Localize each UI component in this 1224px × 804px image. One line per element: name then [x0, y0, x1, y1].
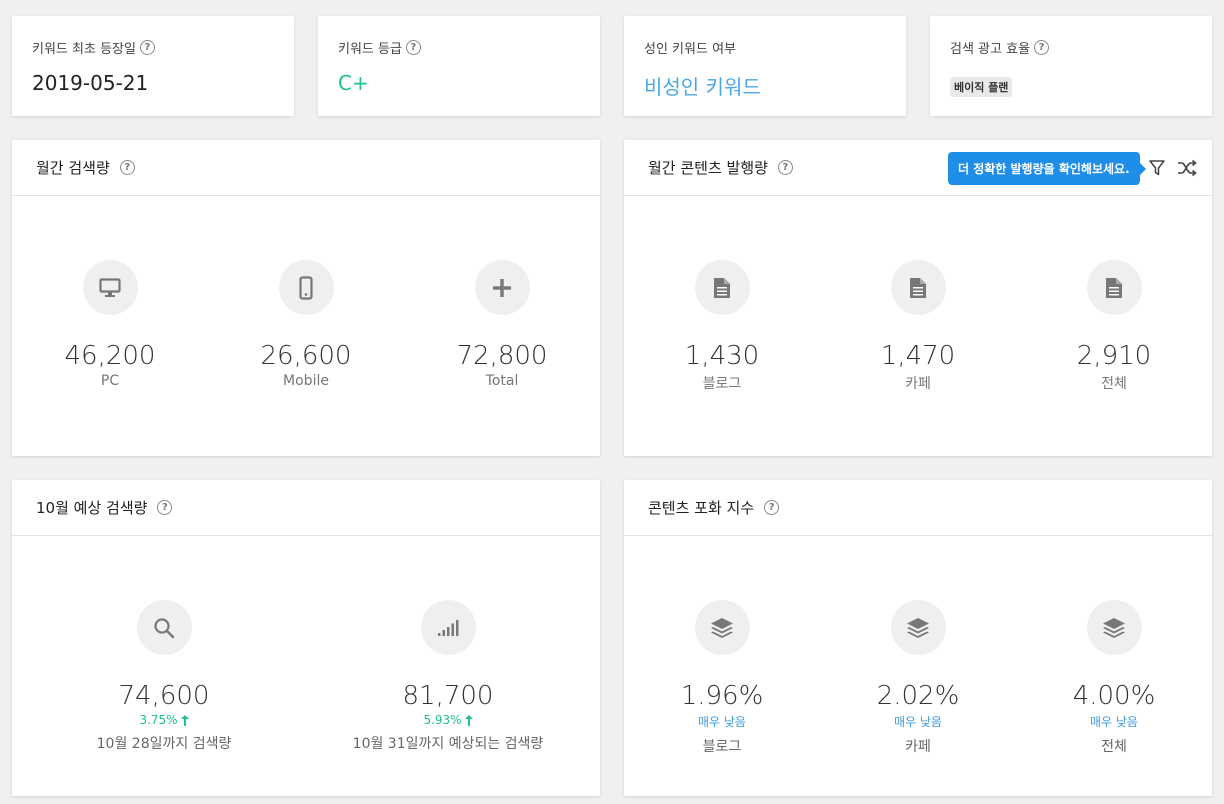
to-date-value: 74,600 [118, 681, 210, 711]
document-icon [694, 260, 750, 315]
total-value: 72,800 [456, 341, 548, 371]
stat-pc: 46,200 PC [20, 260, 200, 389]
search-icon [136, 600, 192, 655]
sat-blog-rating: 매우 낮음 [698, 715, 746, 729]
cafe-label: 카페 [905, 376, 931, 392]
arrow-up-icon [180, 714, 189, 726]
saturation-header: 콘텐츠 포화 지수 ? [624, 480, 1212, 536]
sat-cafe-value: 2.02% [876, 681, 960, 711]
help-icon[interactable]: ? [157, 500, 173, 515]
grade-title: 키워드 등급 [338, 42, 402, 57]
cafe-value: 1,470 [880, 341, 956, 371]
pc-label: PC [100, 373, 120, 389]
stat-to-date: 74,600 3.75% 10월 28일까지 검색량 [34, 600, 294, 753]
adult-title-row: 성인 키워드 여부 [644, 38, 886, 57]
monthly-search-header: 월간 검색량 ? [12, 140, 600, 196]
help-icon[interactable]: ? [119, 160, 135, 175]
shuffle-icon[interactable] [1177, 158, 1197, 178]
forecast-change-value: 5.93% [423, 713, 462, 727]
help-icon[interactable]: ? [777, 160, 793, 175]
ad-efficiency-title-row: 검색 광고 효율 ? [950, 38, 1192, 57]
monitor-icon [82, 260, 138, 315]
first-seen-value: 2019-05-21 [32, 71, 149, 95]
monthly-content-card: 월간 콘텐츠 발행량 ? 더 정확한 발행량을 확인해보세요. 1,430 블로… [624, 140, 1212, 456]
mobile-value: 26,600 [260, 341, 352, 371]
layers-icon [1086, 600, 1142, 655]
all-label: 전체 [1101, 376, 1127, 392]
blog-value: 1,430 [684, 341, 760, 371]
ad-efficiency-card: 검색 광고 효율 ? 베이직 플랜 [930, 16, 1212, 116]
plan-badge: 베이직 플랜 [950, 77, 1013, 97]
mobile-icon [278, 260, 334, 315]
grade-title-row: 키워드 등급 ? [338, 38, 580, 57]
mobile-label: Mobile [283, 373, 329, 389]
grade-card: 키워드 등급 ? C+ [318, 16, 600, 116]
sat-blog-label: 블로그 [702, 739, 742, 755]
adult-title: 성인 키워드 여부 [644, 42, 736, 57]
sat-all-label: 전체 [1101, 739, 1127, 755]
monthly-search-body: 46,200 PC 26,600 Mobile 72,800 Total [12, 196, 600, 389]
sat-cafe-label: 카페 [905, 739, 931, 755]
stat-sat-cafe: 2.02% 매우 낮음 카페 [828, 600, 1008, 756]
first-seen-title: 키워드 최초 등장일 [32, 42, 136, 57]
stat-all: 2,910 전체 [1024, 260, 1204, 393]
predicted-search-body: 74,600 3.75% 10월 28일까지 검색량 81,700 5.93% … [12, 536, 600, 753]
stat-forecast: 81,700 5.93% 10월 31일까지 예상되는 검색량 [318, 600, 578, 753]
stat-blog: 1,430 블로그 [632, 260, 812, 393]
monthly-search-card: 월간 검색량 ? 46,200 PC 26,600 Mobile 72,800 … [12, 140, 600, 456]
to-date-label: 10월 28일까지 검색량 [96, 736, 232, 752]
forecast-change: 5.93% [423, 713, 473, 727]
plus-icon [474, 260, 530, 315]
saturation-body: 1.96% 매우 낮음 블로그 2.02% 매우 낮음 카페 4.00% 매우 … [624, 536, 1212, 756]
sat-blog-value: 1.96% [680, 681, 764, 711]
document-icon [890, 260, 946, 315]
grade-value: C+ [338, 71, 369, 95]
stat-cafe: 1,470 카페 [828, 260, 1008, 393]
help-icon[interactable]: ? [764, 500, 780, 515]
ad-efficiency-title: 검색 광고 효율 [950, 42, 1031, 57]
to-date-change-value: 3.75% [139, 713, 178, 727]
help-icon[interactable]: ? [405, 40, 421, 55]
pc-value: 46,200 [64, 341, 156, 371]
layers-icon [890, 600, 946, 655]
saturation-card: 콘텐츠 포화 지수 ? 1.96% 매우 낮음 블로그 2.02% 매우 낮음 … [624, 480, 1212, 796]
stat-sat-all: 4.00% 매우 낮음 전체 [1024, 600, 1204, 756]
to-date-change: 3.75% [139, 713, 189, 727]
monthly-search-title: 월간 검색량 [36, 159, 110, 177]
document-icon [1086, 260, 1142, 315]
predicted-search-card: 10월 예상 검색량 ? 74,600 3.75% 10월 28일까지 검색량 … [12, 480, 600, 796]
forecast-label: 10월 31일까지 예상되는 검색량 [352, 736, 544, 752]
total-label: Total [485, 373, 519, 389]
signal-icon [420, 600, 476, 655]
blog-label: 블로그 [702, 376, 742, 392]
predicted-search-title: 10월 예상 검색량 [36, 499, 148, 517]
monthly-content-body: 1,430 블로그 1,470 카페 2,910 전체 [624, 196, 1212, 393]
monthly-content-header: 월간 콘텐츠 발행량 ? 더 정확한 발행량을 확인해보세요. [624, 140, 1212, 196]
saturation-title: 콘텐츠 포화 지수 [648, 499, 755, 517]
stat-mobile: 26,600 Mobile [216, 260, 396, 389]
sat-cafe-rating: 매우 낮음 [894, 715, 942, 729]
precision-tooltip: 더 정확한 발행량을 확인해보세요. [948, 152, 1140, 185]
filter-icon[interactable] [1147, 158, 1167, 178]
help-icon[interactable]: ? [1034, 40, 1050, 55]
first-seen-card: 키워드 최초 등장일 ? 2019-05-21 [12, 16, 294, 116]
help-icon[interactable]: ? [139, 40, 155, 55]
sat-all-rating: 매우 낮음 [1090, 715, 1138, 729]
arrow-up-icon [464, 714, 473, 726]
layers-icon [694, 600, 750, 655]
monthly-content-title: 월간 콘텐츠 발행량 [648, 159, 768, 177]
adult-card: 성인 키워드 여부 비성인 키워드 [624, 16, 906, 116]
stat-total: 72,800 Total [412, 260, 592, 389]
stat-sat-blog: 1.96% 매우 낮음 블로그 [632, 600, 812, 756]
predicted-search-header: 10월 예상 검색량 ? [12, 480, 600, 536]
forecast-value: 81,700 [402, 681, 494, 711]
all-value: 2,910 [1076, 341, 1152, 371]
first-seen-title-row: 키워드 최초 등장일 ? [32, 38, 274, 57]
adult-value: 비성인 키워드 [644, 75, 761, 99]
sat-all-value: 4.00% [1072, 681, 1156, 711]
